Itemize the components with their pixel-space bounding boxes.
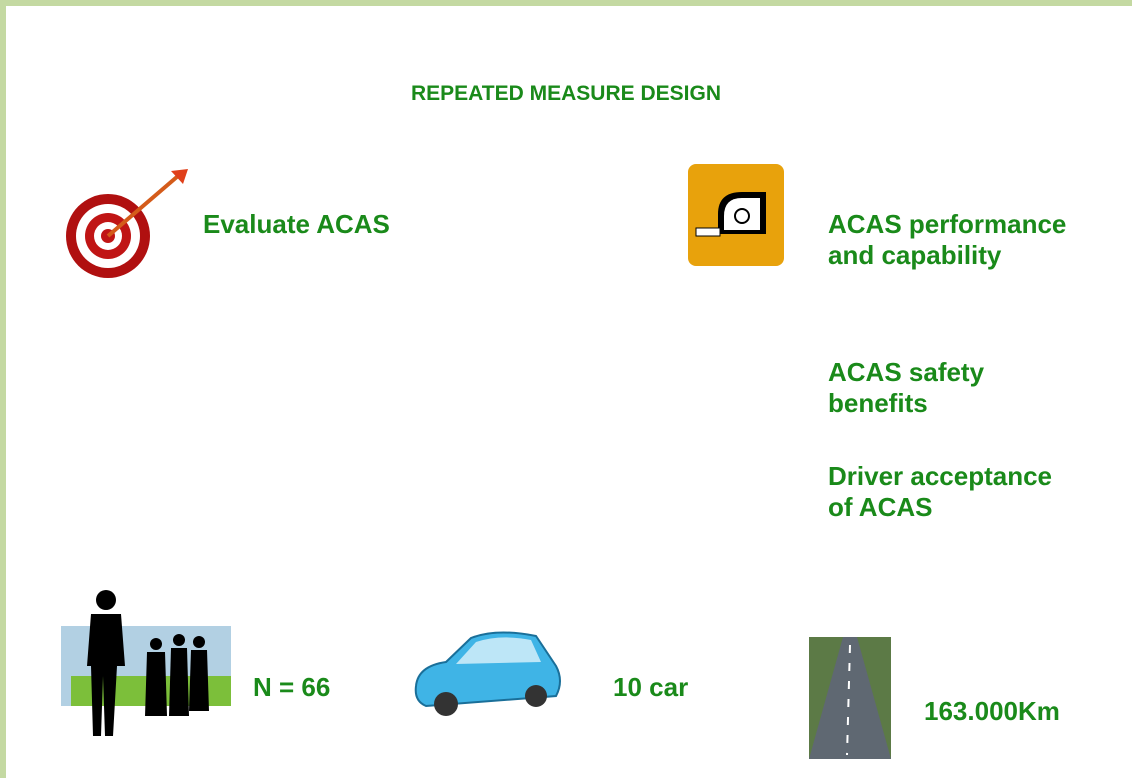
road-icon (809, 637, 891, 759)
measure: Driver acceptance of ACAS (828, 461, 1053, 522)
cars: 10 car (613, 672, 689, 702)
objective: Evaluate ACAS (203, 209, 390, 239)
distance: 163.000Km (924, 696, 1060, 726)
car-icon (414, 631, 561, 716)
tape-icon (688, 164, 784, 266)
target-icon (66, 169, 188, 278)
participants: N = 66 (253, 672, 331, 702)
measure: ACAS safety benefits (828, 357, 985, 418)
people-icon (61, 590, 231, 736)
measure: ACAS performance and capability (828, 209, 1067, 270)
title: REPEATED MEASURE DESIGN (411, 82, 721, 105)
